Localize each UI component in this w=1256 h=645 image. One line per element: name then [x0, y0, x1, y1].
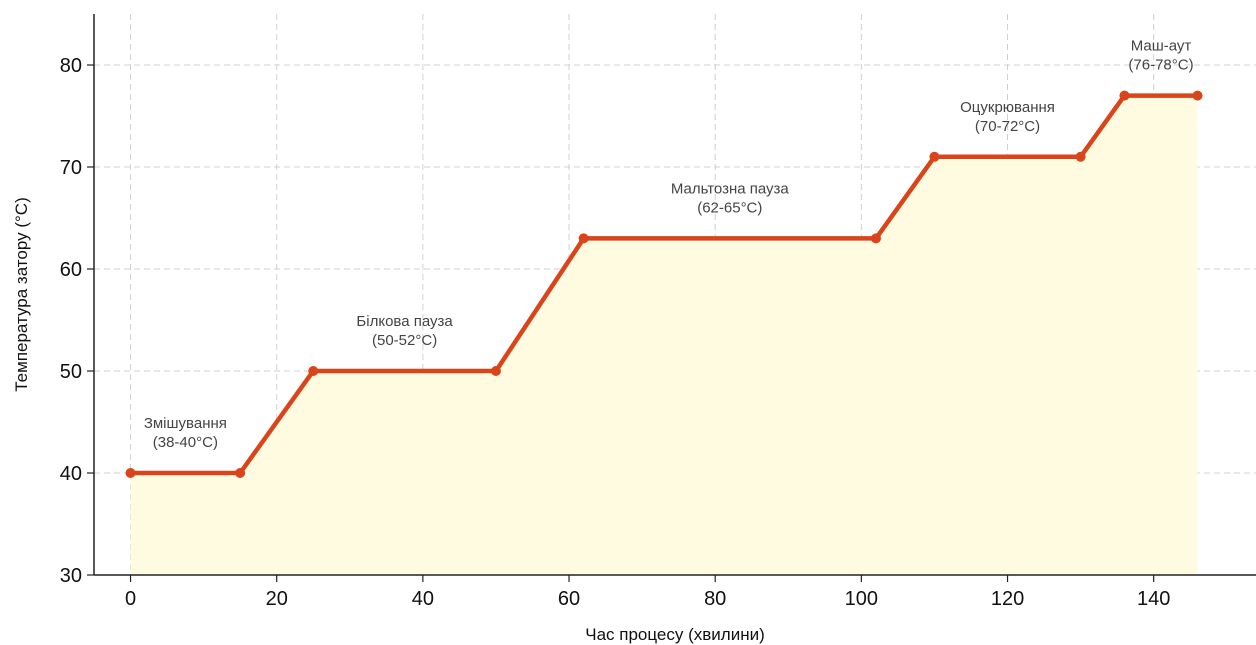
- phase-annotation: Змішування (38-40°C): [144, 415, 227, 451]
- x-tick-label: 140: [1137, 588, 1170, 610]
- x-tick-label: 20: [266, 588, 288, 610]
- data-point: [578, 233, 589, 244]
- x-tick-label: 0: [125, 588, 136, 610]
- data-point: [308, 366, 319, 376]
- data-point: [1119, 90, 1130, 101]
- phase-annotation: Білкова пауза (50-52°C): [356, 313, 453, 349]
- data-point: [1075, 151, 1086, 162]
- data-point: [235, 468, 246, 478]
- phase-annotation: Маш-аут (76-78°C): [1128, 38, 1193, 74]
- area-fill: [130, 95, 1198, 575]
- y-tick-label: 50: [60, 361, 82, 383]
- y-tick-label: 60: [60, 259, 82, 281]
- data-point: [929, 151, 940, 162]
- axes: [87, 14, 1256, 582]
- area-fill-layer: [130, 95, 1198, 575]
- phase-annotations: Змішування (38-40°C) Білкова пауза (50-52°C…: [144, 38, 1194, 451]
- tick-labels: 0 20 40 60 80 100 120 140 30 40 50 60 70 80: [60, 55, 1171, 610]
- data-point: [1192, 90, 1203, 101]
- x-tick-label: 120: [991, 588, 1024, 610]
- data-point: [125, 468, 136, 478]
- y-tick-label: 70: [60, 157, 82, 179]
- y-tick-label: 40: [60, 463, 82, 485]
- series-line: [128, 93, 1200, 476]
- y-axis-title: Температура затору (°C): [12, 197, 31, 392]
- y-tick-label: 80: [60, 55, 82, 77]
- y-tick-label: 30: [60, 565, 82, 587]
- x-tick-label: 100: [845, 588, 878, 610]
- x-tick-label: 80: [704, 588, 726, 610]
- x-axis-title: Час процесу (хвилини): [585, 625, 765, 644]
- data-point: [490, 366, 501, 376]
- phase-annotation: Оцукрювання (70-72°C): [960, 99, 1055, 135]
- series-line-layer: [128, 93, 1200, 476]
- data-point: [870, 233, 881, 244]
- phase-annotation: Мальтозна пауза (62-65°C): [671, 180, 790, 216]
- x-tick-label: 40: [412, 588, 434, 610]
- data-points-layer: [125, 90, 1203, 478]
- x-tick-label: 60: [558, 588, 580, 610]
